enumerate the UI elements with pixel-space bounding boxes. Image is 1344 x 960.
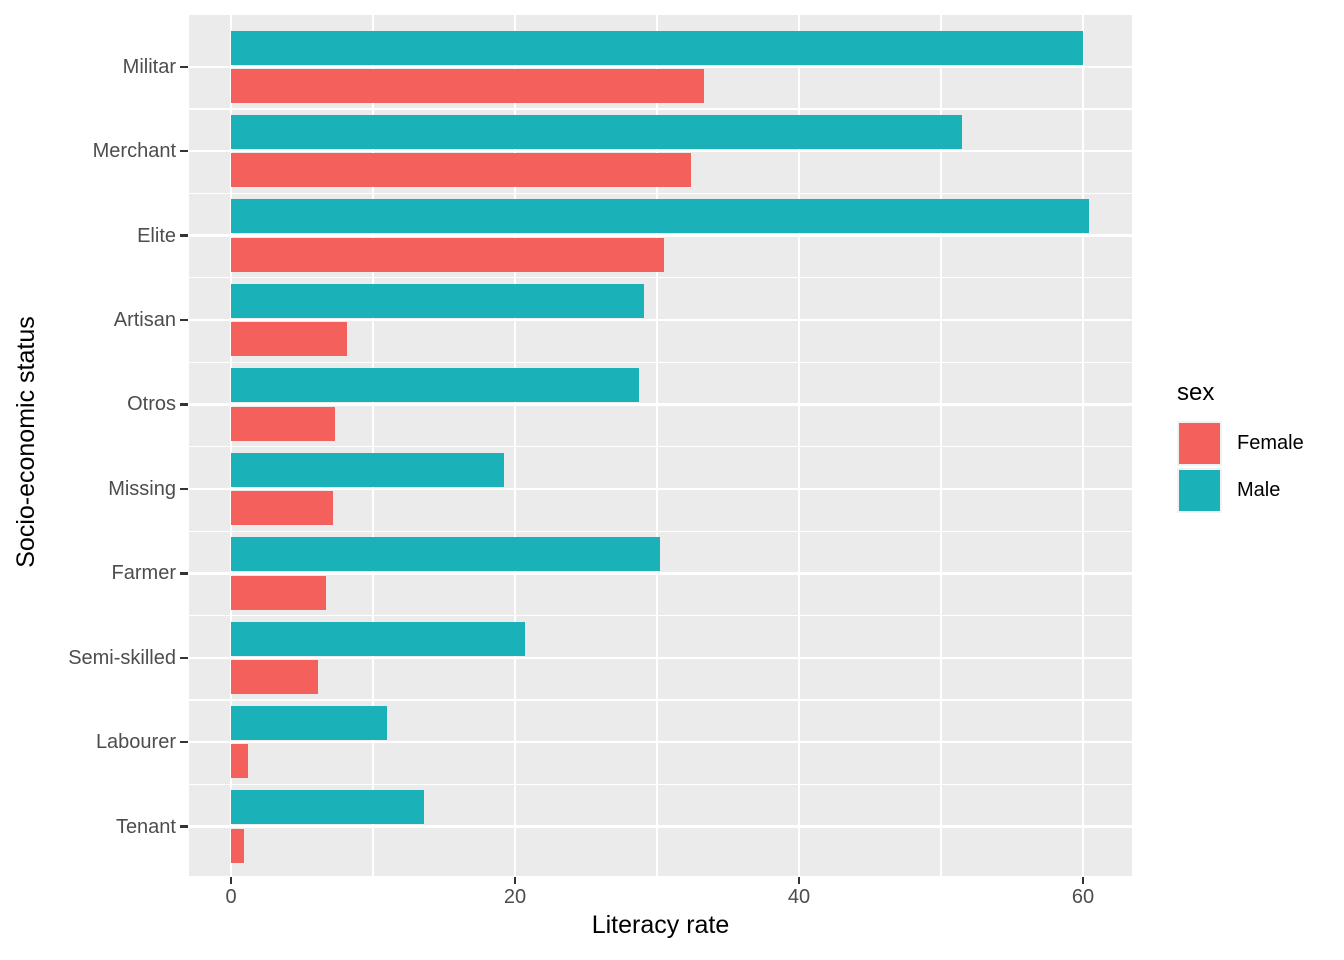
gridline-major-horizontal <box>189 403 1132 406</box>
y-tick-mark <box>180 234 188 237</box>
y-axis-label-semi-skilled: Semi-skilled <box>68 646 176 669</box>
y-axis-label-artisan: Artisan <box>113 309 176 332</box>
gridline-major-horizontal <box>189 65 1132 68</box>
legend-item-female: Female <box>1177 421 1304 466</box>
gridline-major-vertical <box>229 15 233 876</box>
bar-male-elite <box>231 199 1089 234</box>
y-tick-mark <box>180 318 188 322</box>
legend-items: Female Male <box>1177 421 1304 513</box>
y-axis-label-farmer: Farmer <box>111 562 176 585</box>
gridline-minor-horizontal <box>189 614 1132 617</box>
gridline-major-vertical <box>1081 15 1085 876</box>
x-axis-title: Literacy rate <box>591 911 730 939</box>
legend: sex Female Male <box>1177 379 1304 515</box>
x-tick-mark <box>1081 877 1085 884</box>
bar-female-otros <box>231 406 335 441</box>
bar-female-farmer <box>231 575 327 610</box>
gridline-major-vertical <box>797 15 801 876</box>
gridline-minor-horizontal <box>189 361 1132 363</box>
legend-title: sex <box>1177 379 1215 406</box>
legend-swatch-male-icon <box>1179 470 1220 511</box>
y-axis-label-missing: Missing <box>108 477 176 500</box>
gridline-major-horizontal <box>189 234 1132 237</box>
plot-panel <box>189 15 1132 876</box>
gridline-minor-horizontal <box>189 446 1132 448</box>
y-axis-label-elite: Elite <box>137 224 176 247</box>
bar-male-labourer <box>231 706 388 741</box>
bar-female-militar <box>231 68 704 103</box>
x-axis-label-20: 20 <box>503 886 527 908</box>
gridline-minor-horizontal <box>189 530 1132 532</box>
x-tick-mark <box>229 877 233 884</box>
y-tick-mark <box>180 741 188 744</box>
bar-male-farmer <box>231 537 660 572</box>
legend-key-female <box>1177 421 1222 466</box>
bar-female-artisan <box>231 322 348 357</box>
gridline-major-horizontal <box>189 318 1132 322</box>
bar-female-merchant <box>231 153 692 188</box>
gridline-minor-vertical <box>656 15 658 876</box>
y-axis-label-otros: Otros <box>127 393 176 416</box>
gridline-minor-horizontal <box>189 699 1132 701</box>
gridline-minor-vertical <box>940 15 942 876</box>
x-tick-mark <box>797 877 801 884</box>
legend-label-female: Female <box>1237 432 1304 454</box>
gridline-minor-vertical <box>372 15 374 876</box>
y-tick-mark <box>180 403 188 406</box>
bar-female-tenant <box>231 828 244 863</box>
bar-female-labourer <box>231 744 249 779</box>
bar-male-semi-skilled <box>231 621 525 656</box>
gridline-minor-horizontal <box>189 192 1132 194</box>
legend-swatch-female-icon <box>1179 423 1220 464</box>
bar-male-otros <box>231 368 639 403</box>
y-tick-mark <box>180 487 188 491</box>
y-tick-mark <box>180 656 188 659</box>
bar-male-tenant <box>231 790 425 825</box>
x-tick-mark <box>513 877 517 884</box>
gridline-minor-horizontal <box>189 108 1132 110</box>
bar-female-semi-skilled <box>231 659 318 694</box>
gridline-minor-horizontal <box>189 783 1132 786</box>
bar-male-missing <box>231 452 504 487</box>
x-axis-label-60: 60 <box>1071 886 1095 908</box>
legend-item-male: Male <box>1177 468 1304 513</box>
gridline-minor-horizontal <box>189 277 1132 279</box>
gridline-major-vertical <box>513 15 517 876</box>
gridline-major-horizontal <box>189 487 1132 491</box>
y-axis-label-labourer: Labourer <box>95 731 176 754</box>
y-axis-label-militar: Militar <box>122 55 176 78</box>
x-axis-label-40: 40 <box>787 886 811 908</box>
y-tick-mark <box>180 572 188 575</box>
y-axis-label-tenant: Tenant <box>115 815 176 838</box>
y-tick-mark <box>180 825 188 828</box>
legend-label-male: Male <box>1237 479 1281 501</box>
x-axis-label-0: 0 <box>225 886 237 908</box>
bar-female-elite <box>231 237 665 272</box>
y-tick-mark <box>180 149 188 153</box>
gridline-major-horizontal <box>189 825 1132 828</box>
bar-male-militar <box>231 30 1083 65</box>
gridline-major-horizontal <box>189 572 1132 575</box>
gridline-major-horizontal <box>189 149 1132 153</box>
gridline-major-horizontal <box>189 741 1132 744</box>
bar-male-merchant <box>231 114 963 149</box>
y-axis-label-merchant: Merchant <box>92 140 176 163</box>
bar-male-artisan <box>231 283 645 318</box>
y-tick-mark <box>180 65 188 68</box>
legend-key-male <box>1177 468 1222 513</box>
gridline-major-horizontal <box>189 656 1132 659</box>
bar-female-missing <box>231 491 334 526</box>
y-axis-title: Socio-economic status <box>12 316 40 568</box>
